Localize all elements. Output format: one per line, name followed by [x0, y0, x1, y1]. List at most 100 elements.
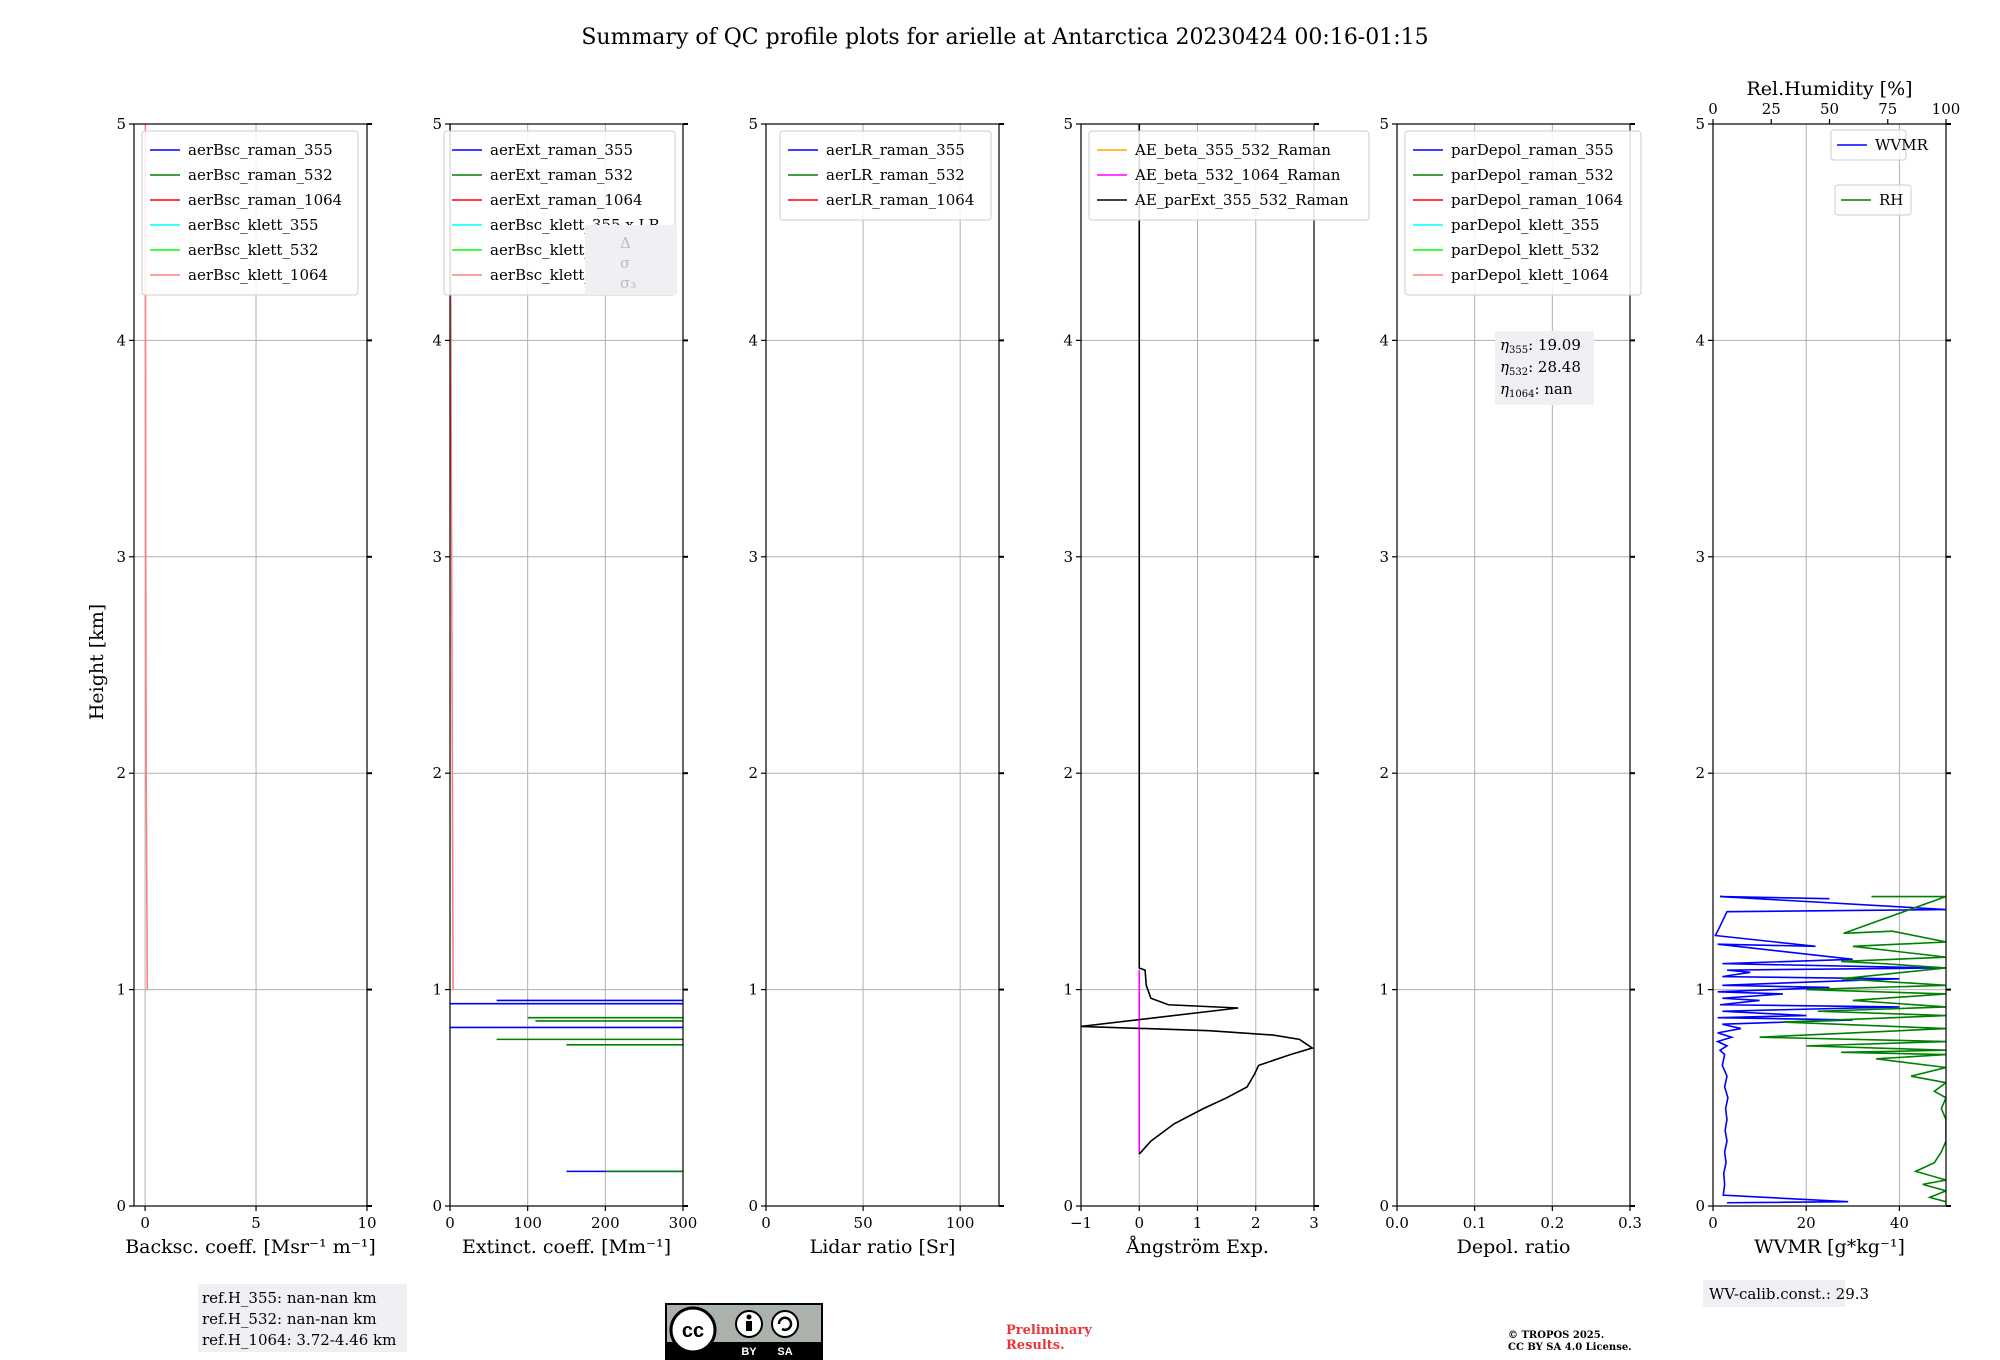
x-tick-label: 0	[1134, 1214, 1144, 1232]
x-tick-label: 0	[445, 1214, 455, 1232]
preliminary-line-1: Preliminary	[1006, 1323, 1092, 1338]
legend-label: aerExt_raman_355	[490, 141, 633, 159]
y-tick-label: 0	[116, 1197, 126, 1215]
wv-calib-box: WV-calib.const.: 29.3	[1703, 1280, 1869, 1307]
x-tick-label: 20	[1797, 1214, 1816, 1232]
legend-label: aerBsc_raman_532	[188, 166, 333, 184]
ext-stats-background	[585, 225, 677, 295]
by-person-head-icon	[746, 1314, 752, 1320]
y-tick-label: 5	[1063, 115, 1073, 133]
y-tick-label: 2	[748, 764, 758, 782]
x-tick-label: −1	[1070, 1214, 1092, 1232]
x-tick-label: 0	[1708, 1214, 1718, 1232]
y-tick-label: 1	[432, 981, 442, 999]
legend-frame	[1830, 129, 1907, 161]
x2-axis-label: Rel.Humidity [%]	[1746, 78, 1912, 100]
eta-info-box: η355: 19.09 η532: 28.48 η1064: nan	[1495, 331, 1594, 405]
eta-355-text: η355: 19.09	[1500, 336, 1581, 356]
legend-label: AE_parExt_355_532_Raman	[1134, 191, 1349, 209]
x-tick-label: 5	[251, 1214, 261, 1232]
y-tick-label: 1	[1063, 981, 1073, 999]
eta-info-background	[1495, 331, 1594, 405]
x-axis-label: Backsc. coeff. [Msr⁻¹ m⁻¹]	[125, 1236, 376, 1258]
y-tick-label: 4	[748, 331, 758, 349]
ref-h-1064: ref.H_1064: 3.72-4.46 km	[202, 1331, 396, 1349]
legend-label: aerBsc_raman_355	[188, 141, 333, 159]
y-tick-label: 0	[748, 1197, 758, 1215]
x-tick-label: 2	[1251, 1214, 1261, 1232]
y-tick-label: 1	[748, 981, 758, 999]
y-tick-label: 4	[1063, 331, 1073, 349]
by-person-body-icon	[746, 1321, 752, 1331]
legend-rh: RH	[1834, 184, 1912, 216]
x-axis-label: Extinct. coeff. [Mm⁻¹]	[462, 1236, 671, 1258]
axes-frame	[449, 123, 684, 1207]
sa-share-icon	[771, 1310, 799, 1338]
ext-stats-box: Δ σ σ₃	[585, 225, 677, 295]
height-axis-label: Height [km]	[86, 604, 108, 720]
legend-label: aerBsc_raman_1064	[188, 191, 342, 209]
y-tick-label: 3	[1379, 548, 1389, 566]
x-tick-label: 200	[591, 1214, 620, 1232]
legend-label: aerExt_raman_532	[490, 166, 633, 184]
y-tick-label: 2	[1695, 764, 1705, 782]
ref-height-box: ref.H_355: nan-nan km ref.H_532: nan-nan…	[198, 1284, 407, 1352]
legend-label: WVMR	[1875, 136, 1929, 154]
y-tick-label: 0	[432, 1197, 442, 1215]
legend-ae: AE_beta_355_532_Raman AE_beta_532_1064_Ra…	[1088, 130, 1370, 221]
legend-label: aerExt_raman_1064	[490, 191, 643, 209]
y-tick-label: 2	[1379, 764, 1389, 782]
preliminary-line-2: Results.	[1006, 1338, 1065, 1353]
y-tick-label: 3	[1695, 548, 1705, 566]
cc-by-label: BY	[741, 1346, 757, 1358]
y-tick-label: 4	[432, 331, 442, 349]
x-tick-label: 0.3	[1618, 1214, 1642, 1232]
legend-label: aerBsc_klett_355	[188, 216, 319, 234]
x2-tick-label: 0	[1708, 100, 1718, 118]
ext-stats-line-1: Δ	[620, 234, 631, 252]
legend-label: parDepol_klett_1064	[1451, 266, 1609, 284]
x-tick-label: 0.0	[1385, 1214, 1409, 1232]
legend-wvmr: WVMR	[1830, 129, 1929, 161]
legend-label: aerLR_raman_532	[826, 166, 965, 184]
y-tick-label: 5	[116, 115, 126, 133]
panel-depol: 0.0 0.1 0.2 0.3 0 1 2 3 4 5 Depol. ratio parDepol_r…	[1379, 115, 1641, 1258]
panel-bsc: 0 5 10 0 1 2 3 4 5 Backsc. coeff. [Msr⁻¹ m⁻¹] aerB…	[116, 115, 376, 1258]
legend-label: parDepol_klett_355	[1451, 216, 1600, 234]
cc-sa-label: SA	[777, 1346, 792, 1358]
x-tick-label: 40	[1890, 1214, 1909, 1232]
x-tick-label: 0	[761, 1214, 771, 1232]
x-tick-label: 100	[946, 1214, 975, 1232]
y-tick-label: 0	[1695, 1197, 1705, 1215]
x-tick-label: 3	[1309, 1214, 1319, 1232]
y-tick-label: 2	[1063, 764, 1073, 782]
x-tick-label: 1	[1193, 1214, 1203, 1232]
series-ae-parext-355-532-raman-line	[1081, 124, 1314, 1155]
legend-label: aerLR_raman_355	[826, 141, 965, 159]
x-axis-label: WVMR [g*kg⁻¹]	[1754, 1236, 1905, 1258]
legend-label: AE_beta_532_1064_Raman	[1134, 166, 1341, 184]
x-tick-label: 50	[854, 1214, 873, 1232]
legend-frame	[1834, 184, 1912, 216]
ref-height-background	[198, 1284, 407, 1352]
x-tick-label: 0.2	[1540, 1214, 1564, 1232]
y-tick-label: 2	[116, 764, 126, 782]
cc-circle-icon	[669, 1306, 717, 1354]
series-rh-line	[1759, 895, 1946, 1203]
copyright-line-1: © TROPOS 2025.	[1508, 1330, 1604, 1341]
x-tick-label: 300	[669, 1214, 698, 1232]
x2-tick-label: 75	[1878, 100, 1897, 118]
axes-frame	[1396, 123, 1631, 1207]
legend-label: aerBsc_klett_1064	[188, 266, 328, 284]
wv-calib-background	[1703, 1280, 1845, 1307]
data-layer	[1081, 124, 1314, 1155]
axes-frame	[133, 123, 368, 1207]
data-layer	[1714, 895, 1946, 1204]
legend-label: parDepol_raman_532	[1451, 166, 1614, 184]
legend-frame	[1404, 130, 1642, 296]
series-wvmr-line	[1714, 895, 1946, 1204]
eta-1064-text: η1064: nan	[1500, 380, 1573, 400]
x-axis-label: Lidar ratio [Sr]	[810, 1236, 956, 1258]
x2-tick-label: 100	[1932, 100, 1961, 118]
